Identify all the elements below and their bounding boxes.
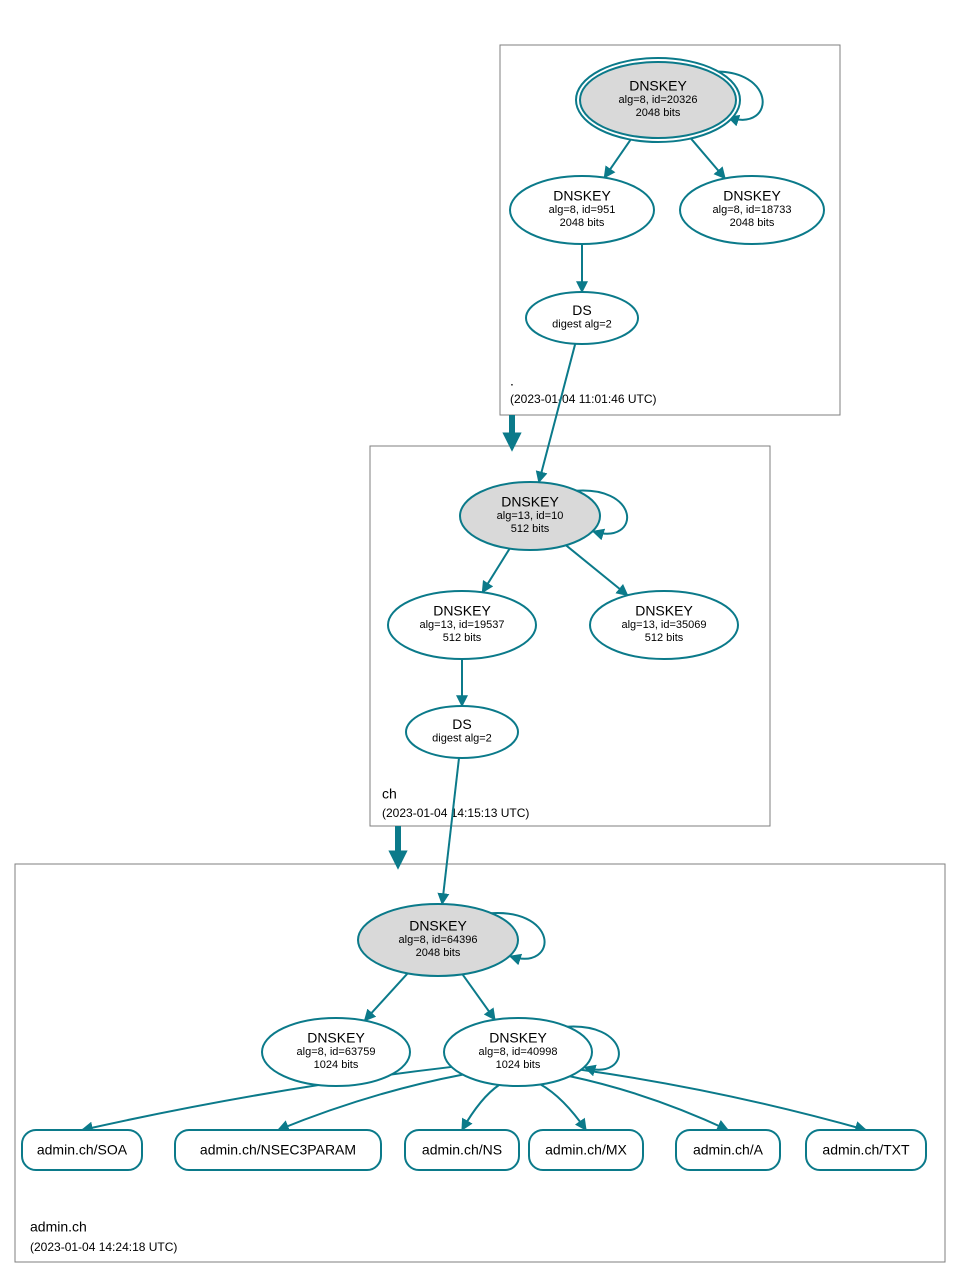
node-detail: alg=8, id=40998 xyxy=(479,1046,558,1058)
edge xyxy=(462,1085,499,1130)
dnskey-node-ch_ksk: DNSKEYalg=13, id=10512 bits xyxy=(460,482,600,550)
rrset-label: admin.ch/MX xyxy=(545,1142,627,1158)
node-title: DNSKEY xyxy=(489,1030,547,1046)
rrset-label: admin.ch/NS xyxy=(422,1142,502,1158)
node-title: DNSKEY xyxy=(307,1030,365,1046)
node-detail: 1024 bits xyxy=(314,1059,359,1071)
rrset-rr_mx: admin.ch/MX xyxy=(529,1130,643,1170)
dnskey-node-root_ksk: DNSKEYalg=8, id=203262048 bits xyxy=(576,58,740,142)
rrset-rr_soa: admin.ch/SOA xyxy=(22,1130,142,1170)
node-title: DNSKEY xyxy=(635,603,693,619)
node-detail: alg=13, id=19537 xyxy=(419,619,504,631)
node-detail: alg=8, id=63759 xyxy=(297,1046,376,1058)
edge xyxy=(82,1067,452,1130)
node-detail: alg=8, id=18733 xyxy=(713,204,792,216)
edge xyxy=(539,344,575,482)
node-title: DNSKEY xyxy=(409,918,467,934)
node-detail: 1024 bits xyxy=(496,1059,541,1071)
node-title: DS xyxy=(572,302,591,318)
node-detail: alg=8, id=951 xyxy=(549,204,616,216)
node-detail: digest alg=2 xyxy=(552,318,612,330)
node-detail: 2048 bits xyxy=(416,947,461,959)
edge xyxy=(581,1070,866,1130)
node-detail: 2048 bits xyxy=(636,107,681,119)
rrset-label: admin.ch/SOA xyxy=(37,1142,128,1158)
dnskey-node-root_zsk2: DNSKEYalg=8, id=187332048 bits xyxy=(680,176,824,244)
node-detail: 512 bits xyxy=(443,632,482,644)
zone-label-admin: admin.ch xyxy=(30,1219,87,1235)
node-detail: alg=13, id=10 xyxy=(497,510,564,522)
edge xyxy=(570,1076,728,1130)
dnskey-node-ch_zsk1: DNSKEYalg=13, id=19537512 bits xyxy=(388,591,536,659)
edge xyxy=(688,135,725,178)
dnskey-node-admin_zsk1: DNSKEYalg=8, id=637591024 bits xyxy=(262,1018,410,1086)
node-title: DNSKEY xyxy=(723,188,781,204)
node-title: DNSKEY xyxy=(629,78,687,94)
zone-label-root: . xyxy=(510,373,514,389)
ds-node-root_ds: DSdigest alg=2 xyxy=(526,292,638,344)
node-title: DS xyxy=(452,716,471,732)
edge xyxy=(540,1084,586,1130)
edge xyxy=(442,758,459,904)
rrset-rr_txt: admin.ch/TXT xyxy=(806,1130,926,1170)
dnskey-node-root_zsk1: DNSKEYalg=8, id=9512048 bits xyxy=(510,176,654,244)
edge xyxy=(482,549,509,593)
edge xyxy=(566,545,628,595)
node-title: DNSKEY xyxy=(553,188,611,204)
dnssec-graph: . (2023-01-04 11:01:46 UTC) ch (2023-01-04 … xyxy=(0,0,960,1278)
zone-timestamp-admin: (2023-01-04 14:24:18 UTC) xyxy=(30,1240,177,1254)
node-detail: digest alg=2 xyxy=(432,732,492,744)
zone-timestamp-ch: (2023-01-04 14:15:13 UTC) xyxy=(382,806,529,820)
dnskey-node-ch_zsk2: DNSKEYalg=13, id=35069512 bits xyxy=(590,591,738,659)
edge xyxy=(462,974,494,1019)
edge xyxy=(604,136,633,178)
dnskey-node-admin_ksk: DNSKEYalg=8, id=643962048 bits xyxy=(358,904,518,976)
dnskey-node-admin_zsk2: DNSKEYalg=8, id=409981024 bits xyxy=(444,1018,592,1086)
node-detail: 2048 bits xyxy=(560,217,605,229)
node-detail: 512 bits xyxy=(645,632,684,644)
rrset-label: admin.ch/A xyxy=(693,1142,764,1158)
rrset-label: admin.ch/NSEC3PARAM xyxy=(200,1142,356,1158)
rrset-rr_ns: admin.ch/NS xyxy=(405,1130,519,1170)
node-detail: alg=8, id=20326 xyxy=(619,94,698,106)
node-detail: alg=8, id=64396 xyxy=(399,934,478,946)
zone-timestamp-root: (2023-01-04 11:01:46 UTC) xyxy=(510,392,657,406)
rrset-rr_nsec: admin.ch/NSEC3PARAM xyxy=(175,1130,381,1170)
node-title: DNSKEY xyxy=(433,603,491,619)
node-detail: alg=13, id=35069 xyxy=(621,619,706,631)
rrset-label: admin.ch/TXT xyxy=(822,1142,910,1158)
ds-node-ch_ds: DSdigest alg=2 xyxy=(406,706,518,758)
edge xyxy=(365,973,408,1020)
zone-label-ch: ch xyxy=(382,786,397,802)
node-detail: 512 bits xyxy=(511,523,550,535)
node-title: DNSKEY xyxy=(501,494,559,510)
node-detail: 2048 bits xyxy=(730,217,775,229)
rrset-rr_a: admin.ch/A xyxy=(676,1130,780,1170)
